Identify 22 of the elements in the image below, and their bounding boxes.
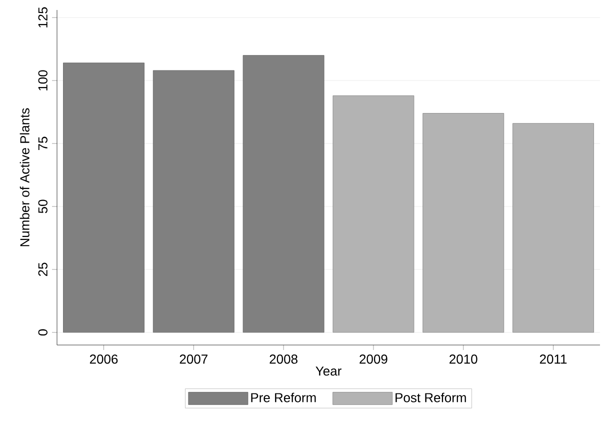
y-tick-label: 50	[38, 200, 48, 214]
y-tick-label: 75	[38, 136, 48, 150]
x-axis-title: Year	[316, 366, 342, 376]
bar	[242, 55, 324, 333]
bar	[152, 70, 234, 333]
x-tick-label: 2010	[450, 354, 478, 364]
y-tick-label: 125	[38, 7, 48, 28]
y-tick-label: 0	[38, 329, 48, 336]
x-tick-label: 2006	[90, 354, 118, 364]
bar	[512, 123, 594, 333]
x-tick-label: 2009	[360, 354, 388, 364]
legend-label: Pre Reform	[251, 392, 316, 402]
x-tick-label: 2007	[180, 354, 208, 364]
bar	[422, 113, 504, 333]
x-tick-label: 2008	[270, 354, 298, 364]
x-tick-label: 2011	[540, 354, 567, 364]
y-tick-label: 25	[38, 262, 48, 276]
y-axis-title: Number of Active Plants	[20, 108, 30, 246]
bar	[332, 95, 414, 333]
bar	[63, 62, 144, 333]
legend-label: Post Reform	[396, 392, 466, 402]
y-tick-label: 100	[38, 70, 48, 90]
